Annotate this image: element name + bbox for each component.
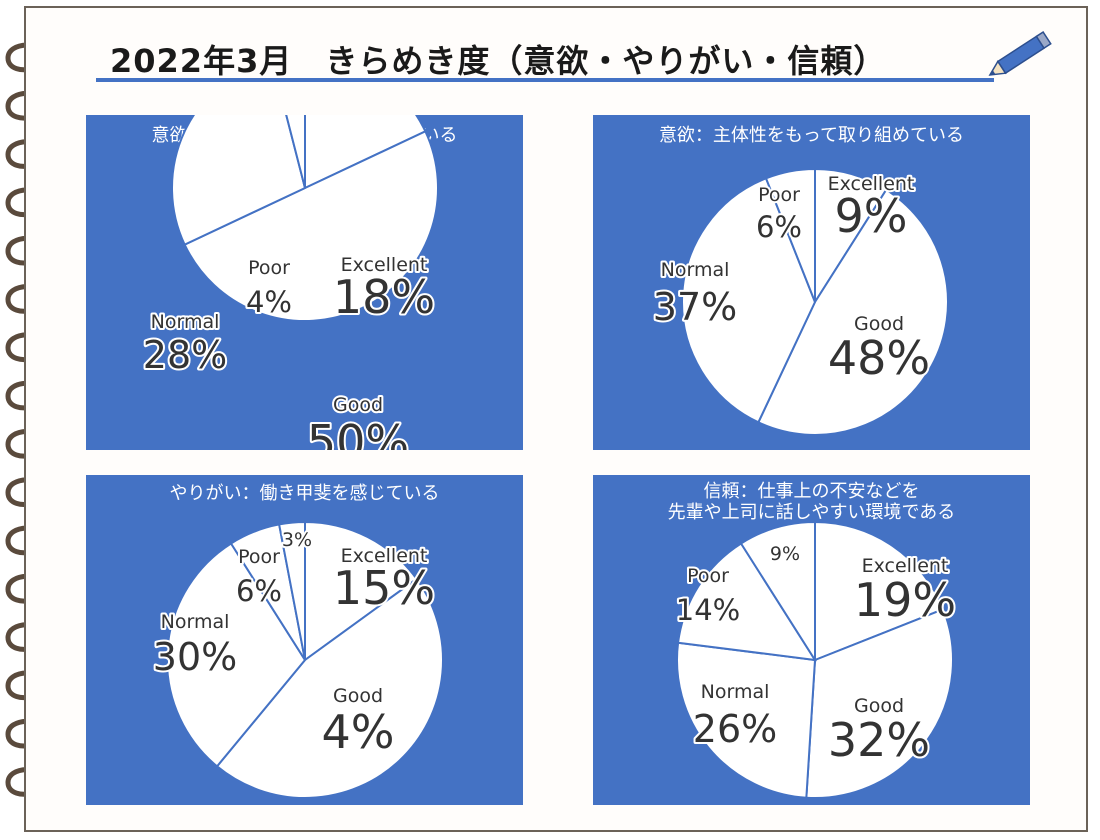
slice-name-label: Excellent <box>341 254 428 276</box>
slice-name-label: Poor <box>238 546 280 568</box>
pie-slice <box>171 115 307 246</box>
slice-value-label: 37% <box>653 285 737 329</box>
slice-value-label: 6% <box>756 210 802 244</box>
pie-slice <box>757 188 950 436</box>
slice-name-label: Poor <box>758 184 800 206</box>
slice-name-label: Excellent <box>341 545 428 567</box>
chart-panel-1: 意欲：主体性をもって取り組めている Excellent 9% Good 48% Norm… <box>593 115 1030 450</box>
pie-slice <box>814 520 945 662</box>
pie-slice <box>166 542 307 768</box>
pie-slice <box>764 167 816 303</box>
slice-value-label: 4% <box>246 285 292 319</box>
slice-name-label: Normal <box>701 681 770 703</box>
slice-name-label: Good <box>854 695 904 717</box>
slice-value-label: 26% <box>693 707 777 751</box>
slice-value-label: 48% <box>828 331 930 385</box>
chart-title: 意欲：主体性をもって取り組めている <box>658 125 965 146</box>
slice-value-label: 6% <box>236 574 282 608</box>
pie-slice <box>304 520 419 662</box>
slice-value-label: 15% <box>333 561 435 615</box>
chart-panel-3: 信頼：仕事上の不安などを 先輩や上司に話しやすい環境である Excellent 1… <box>593 475 1030 805</box>
pencil-icon <box>988 31 1052 76</box>
slice-name-label: Normal <box>161 611 230 633</box>
pie-slice <box>676 542 817 662</box>
slice-name-label: Normal <box>151 311 220 333</box>
slice-value-label: 9% <box>770 543 800 565</box>
pie-slice <box>285 115 306 189</box>
slice-value-label: 28% <box>143 333 227 377</box>
pie-slice <box>681 177 817 424</box>
slice-name-label: Good <box>854 313 904 335</box>
slice-value-label: 32% <box>828 713 930 767</box>
slice-name-label: Poor <box>248 257 290 279</box>
slice-value-label: 18% <box>333 270 435 324</box>
slice-name-label: Excellent <box>862 555 949 577</box>
chart-panel-2: やりがい：働き甲斐を感じている Excellent 15% Good 4% Normal… <box>86 475 523 805</box>
slice-value-label: 3% <box>282 529 312 551</box>
slice-name-label: Normal <box>661 259 730 281</box>
chart-title: 信頼：仕事上の不安などを 先輩や上司に話しやすい環境である <box>667 481 956 523</box>
slice-name-label: Excellent <box>828 173 915 195</box>
chart-panel-0: 意欲：仕事の意義や目的を感じている Excellent18%Good50%Nor… <box>86 115 523 450</box>
slice-value-label: 30% <box>153 635 237 679</box>
chart-title: やりがい：働き甲斐を感じている <box>169 483 440 504</box>
pie-slice <box>304 115 427 190</box>
page-title: 2022年3月 きらめき度（意欲・やりがい・信頼） <box>110 42 887 80</box>
slice-value-label: 50% <box>307 415 409 450</box>
pie-slice <box>805 607 954 799</box>
header: 2022年3月 きらめき度（意欲・やりがい・信頼） <box>96 34 996 84</box>
pie-slice <box>215 577 444 799</box>
title-underline <box>96 78 994 82</box>
pie-slice <box>739 520 816 664</box>
slice-name-label: Good <box>333 394 383 416</box>
pie-slice <box>676 641 817 799</box>
slice-name-label: Poor <box>687 565 729 587</box>
slice-value-label: 4% <box>322 705 395 759</box>
slice-value-label: 9% <box>835 189 908 243</box>
slice-name-label: Good <box>333 685 383 707</box>
pie-slice <box>277 520 306 661</box>
slice-value-label: 19% <box>854 573 956 627</box>
pie-slice <box>183 130 439 322</box>
slice-value-label: 14% <box>676 593 740 627</box>
